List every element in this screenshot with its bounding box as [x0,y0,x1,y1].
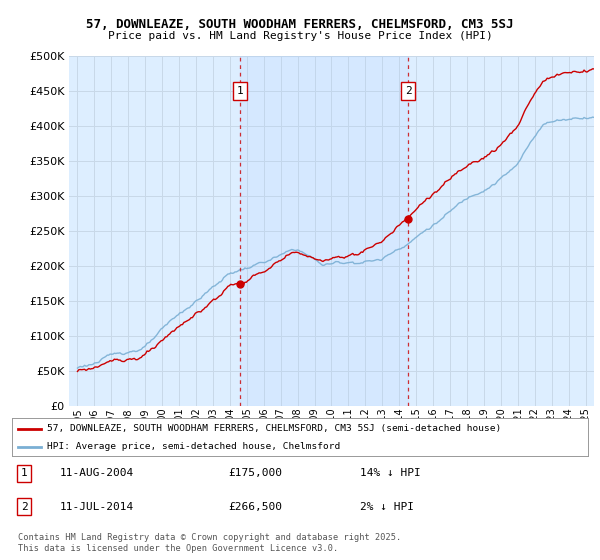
Text: 2: 2 [405,86,412,96]
Text: 1: 1 [237,86,244,96]
Text: £266,500: £266,500 [228,502,282,512]
Text: 57, DOWNLEAZE, SOUTH WOODHAM FERRERS, CHELMSFORD, CM3 5SJ (semi-detached house): 57, DOWNLEAZE, SOUTH WOODHAM FERRERS, CH… [47,424,501,433]
Text: Contains HM Land Registry data © Crown copyright and database right 2025.
This d: Contains HM Land Registry data © Crown c… [18,533,401,553]
Bar [240,56,408,406]
Text: 2% ↓ HPI: 2% ↓ HPI [360,502,414,512]
Text: 1: 1 [20,468,28,478]
Text: 11-JUL-2014: 11-JUL-2014 [60,502,134,512]
Text: £175,000: £175,000 [228,468,282,478]
Text: Price paid vs. HM Land Registry's House Price Index (HPI): Price paid vs. HM Land Registry's House … [107,31,493,41]
Text: 14% ↓ HPI: 14% ↓ HPI [360,468,421,478]
Text: HPI: Average price, semi-detached house, Chelmsford: HPI: Average price, semi-detached house,… [47,442,340,451]
Text: 11-AUG-2004: 11-AUG-2004 [60,468,134,478]
Text: 2: 2 [20,502,28,512]
Text: 57, DOWNLEAZE, SOUTH WOODHAM FERRERS, CHELMSFORD, CM3 5SJ: 57, DOWNLEAZE, SOUTH WOODHAM FERRERS, CH… [86,18,514,31]
